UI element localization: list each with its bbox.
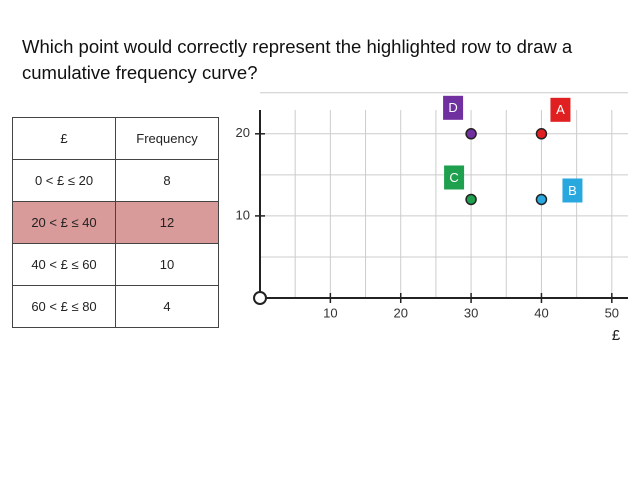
point-label: C	[449, 170, 458, 185]
table-row: 40 < £ ≤ 60 10	[12, 243, 219, 286]
x-tick-label: 40	[534, 305, 548, 320]
table-cell: 60 < £ ≤ 80	[12, 285, 116, 328]
x-tick-label: 20	[393, 305, 407, 320]
data-point	[535, 193, 548, 206]
point-label: D	[448, 100, 457, 115]
x-tick-label: 10	[323, 305, 337, 320]
table-row: 60 < £ ≤ 80 4	[12, 285, 219, 328]
data-point	[465, 193, 477, 206]
x-axis-label: £	[612, 327, 621, 344]
table-row: 20 < £ ≤ 40 12	[12, 201, 219, 244]
table-row: 0 < £ ≤ 20 8	[12, 159, 219, 202]
point-label: A	[556, 102, 565, 117]
table-cell: £	[12, 117, 116, 160]
y-tick-label: 20	[236, 125, 250, 140]
point-label-box	[562, 178, 583, 203]
question: Which point would correctly represent th…	[22, 36, 573, 83]
point-label: B	[568, 183, 577, 198]
table-cell: 20 < £ ≤ 40	[12, 201, 116, 244]
table-cell: 8	[115, 159, 219, 202]
table-row: £ Frequency	[12, 117, 219, 160]
y-tick-label: 10	[236, 207, 250, 222]
frequency-table: £ Frequency 0 < £ ≤ 20 8 20 < £ ≤ 40 12 40 < £…	[12, 117, 219, 328]
table-cell: 40 < £ ≤ 60	[12, 243, 116, 286]
point-label-box	[444, 165, 465, 190]
table-cell: 12	[115, 201, 219, 244]
point-label-box	[550, 97, 571, 122]
data-point	[535, 128, 548, 140]
point-label-box	[443, 95, 464, 120]
x-tick-label: 30	[464, 305, 478, 320]
table-cell: 4	[115, 285, 219, 328]
data-point	[465, 128, 477, 140]
x-tick-label: 50	[605, 305, 619, 320]
origin-marker	[253, 291, 267, 305]
table-cell: Frequency	[115, 117, 219, 160]
